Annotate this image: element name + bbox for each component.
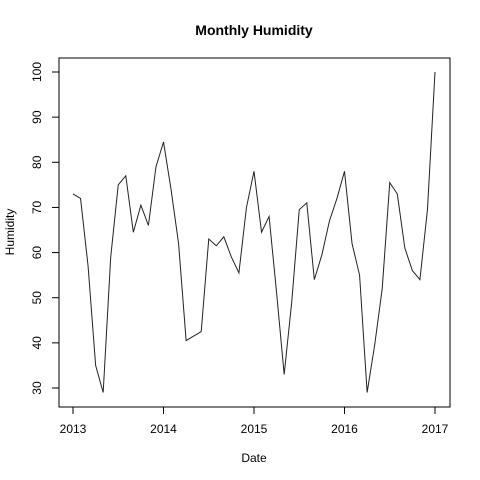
y-tick-label: 90	[30, 110, 44, 124]
x-tick-label: 2013	[60, 422, 87, 436]
x-tick-label: 2015	[241, 422, 268, 436]
x-tick-label: 2016	[331, 422, 358, 436]
humidity-series-line	[72, 71, 436, 393]
y-tick-label: 80	[30, 155, 44, 169]
x-tick-label: 2014	[150, 422, 177, 436]
y-tick-label: 40	[30, 336, 44, 350]
y-tick-label: 70	[30, 200, 44, 214]
y-tick-label: 50	[30, 291, 44, 305]
plot-frame	[58, 57, 451, 408]
y-axis-label: Humidity	[3, 209, 17, 256]
y-tick-label: 100	[30, 62, 44, 82]
y-tick-label: 60	[30, 246, 44, 260]
x-axis-label: Date	[241, 451, 267, 465]
y-tick-label: 30	[30, 381, 44, 395]
y-axis: 30 40 50 60 70 80 90 100	[30, 62, 60, 395]
x-axis: 2013 2014 2015 2016 2017	[60, 406, 449, 436]
chart-title: Monthly Humidity	[195, 22, 313, 38]
x-tick-label: 2017	[422, 422, 449, 436]
